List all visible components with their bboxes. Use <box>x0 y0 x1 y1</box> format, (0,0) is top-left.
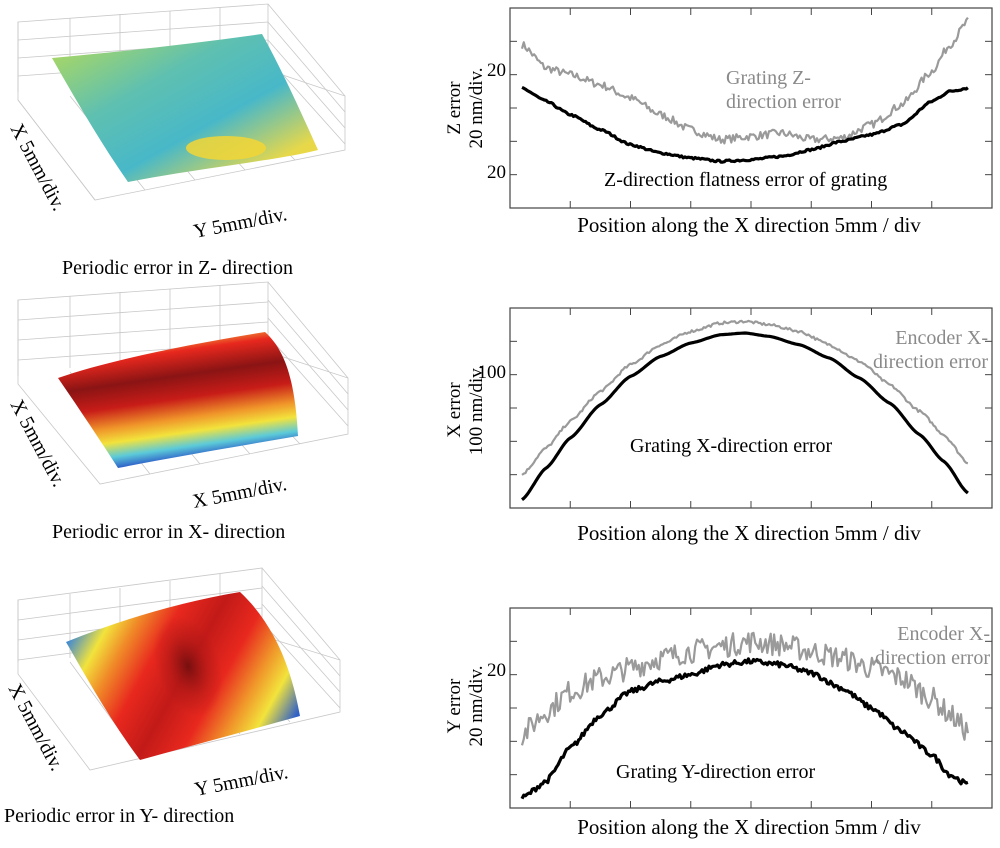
surface-panel-y: X 5mm/div. Y 5mm/div. Periodic error in … <box>4 567 341 827</box>
line-chart-3: Encoder X-direction error Grating Y-direc… <box>444 607 993 839</box>
surface-panel-x: X 5mm/div. X 5mm/div. Periodic error in … <box>6 281 349 543</box>
y-tick-label: 20 <box>487 60 506 81</box>
y-axis-label-line: Z error <box>444 81 465 135</box>
y-axis-label-line: 20 nm/div. <box>466 665 487 746</box>
y-tick-label: 20 <box>487 660 506 681</box>
x-axis-label: Position along the X direction 5mm / div <box>577 521 921 545</box>
y-axis-label-line: Y error <box>444 678 465 733</box>
series-label-1: Encoder X-direction error <box>875 623 990 669</box>
line-chart-1: Grating Z-direction error Z-direction fla… <box>444 7 993 237</box>
series-label-2: Grating Y-direction error <box>616 761 816 783</box>
series-label-line: Grating X-direction error <box>630 435 832 457</box>
surface-x-x-axis-label: X 5mm/div. <box>6 396 70 491</box>
surface-y-y-axis-label: Y 5mm/div. <box>193 761 290 801</box>
series-label-line: direction error <box>726 91 841 113</box>
surface-z-x-axis-label: X 5mm/div. <box>6 120 70 215</box>
surface-x-y-axis-label: X 5mm/div. <box>191 473 289 513</box>
surface-z <box>52 34 318 182</box>
surface-y-caption: Periodic error in Y- direction <box>4 805 234 827</box>
series-label-line: direction error <box>873 351 988 373</box>
line-charts: Grating Z-direction error Z-direction fla… <box>444 7 993 839</box>
series-line-1 <box>520 16 969 145</box>
y-axis-label-line: 100 nm/div. <box>466 365 487 456</box>
y-axis-label-line: 20 nm/div. <box>466 67 487 148</box>
y-axis-label-line: X error <box>444 382 465 438</box>
y-axis-label: Y error20 nm/div. <box>444 665 487 746</box>
series-label-2: Z-direction flatness error of grating <box>604 169 887 191</box>
y-tick-label: 20 <box>487 162 506 183</box>
series-label-1: Grating Z-direction error <box>726 67 841 113</box>
y-axis-label: Z error20 nm/div. <box>444 67 487 148</box>
series-label-line: Encoder X- <box>895 327 988 349</box>
series-line-2 <box>521 331 969 501</box>
line-chart-2: Encoder X-direction error Grating X-direc… <box>444 307 993 545</box>
y-tick-label: 100 <box>478 362 507 383</box>
series-label-line: Z-direction flatness error of grating <box>604 169 887 191</box>
surface-x <box>58 332 298 468</box>
series-label-line: direction error <box>875 647 990 669</box>
series-label-2: Grating X-direction error <box>630 435 832 457</box>
surface-y-hotspot <box>153 615 223 717</box>
surface-x-caption: Periodic error in X- direction <box>52 521 285 543</box>
surface-panel-z: X 5mm/div. Y 5mm/div. Periodic error in … <box>6 3 346 279</box>
series-label-line: Grating Y-direction error <box>616 761 816 783</box>
series-line-2 <box>520 657 969 800</box>
y-axis-label: X error100 nm/div. <box>444 365 487 456</box>
series-line-1 <box>520 631 969 746</box>
series-line-1 <box>521 319 969 476</box>
series-label-line: Grating Z- <box>726 67 811 89</box>
x-axis-label: Position along the X direction 5mm / div <box>577 815 921 839</box>
series-label-1: Encoder X-direction error <box>873 327 988 373</box>
surface-z-y-axis-label: Y 5mm/div. <box>192 203 289 243</box>
surface-z-caption: Periodic error in Z- direction <box>62 257 293 279</box>
surface-z-hotspot <box>186 136 266 160</box>
series-line-2 <box>521 85 969 164</box>
series-label-line: Encoder X- <box>897 623 990 645</box>
x-axis-label: Position along the X direction 5mm / div <box>577 213 921 237</box>
